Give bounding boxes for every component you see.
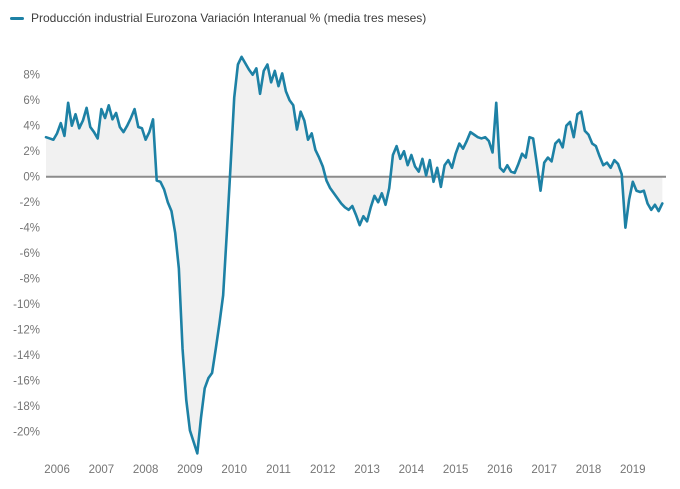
x-axis-tick-label: 2010 [221, 464, 247, 476]
y-axis-tick-label: -8% [20, 274, 40, 286]
y-axis-tick-label: -10% [13, 299, 40, 311]
y-axis-tick-label: -16% [13, 376, 40, 388]
x-axis-tick-label: 2012 [310, 464, 336, 476]
series-line [44, 55, 664, 455]
y-axis-tick-label: -18% [13, 401, 40, 413]
y-axis-tick-label: 2% [23, 146, 40, 158]
x-axis-tick-label: 2008 [133, 464, 159, 476]
legend-series-label: Producción industrial Eurozona Variación… [31, 11, 427, 25]
legend-line-swatch-icon [10, 16, 24, 20]
y-axis-tick-label: 6% [23, 95, 40, 107]
y-axis-tick-label: 4% [23, 121, 40, 133]
x-axis-tick-label: 2017 [531, 464, 557, 476]
x-axis-tick-label: 2013 [354, 464, 380, 476]
y-axis-tick-label: -2% [20, 197, 40, 209]
y-axis-tick-label: -20% [13, 427, 40, 439]
chart-legend: Producción industrial Eurozona Variación… [10, 11, 426, 25]
x-axis-tick-label: 2007 [89, 464, 115, 476]
y-axis-tick-label: -6% [20, 248, 40, 260]
x-axis-tick-label: 2014 [399, 464, 425, 476]
x-axis-tick-label: 2011 [266, 464, 291, 476]
x-axis-tick-label: 2006 [44, 464, 70, 476]
y-axis-tick-label: 0% [23, 172, 40, 184]
x-axis-tick-label: 2019 [620, 464, 646, 476]
x-axis-tick-label: 2015 [443, 464, 469, 476]
x-axis-tick-label: 2018 [576, 464, 602, 476]
x-axis-tick-label: 2016 [487, 464, 513, 476]
x-axis-tick-label: 2009 [177, 464, 203, 476]
y-axis-tick-label: 8% [23, 70, 40, 82]
series-area-fill [46, 56, 663, 454]
y-axis-tick-label: -14% [13, 350, 40, 362]
y-axis-tick-label: -12% [13, 325, 40, 337]
y-axis-tick-label: -4% [20, 223, 40, 235]
